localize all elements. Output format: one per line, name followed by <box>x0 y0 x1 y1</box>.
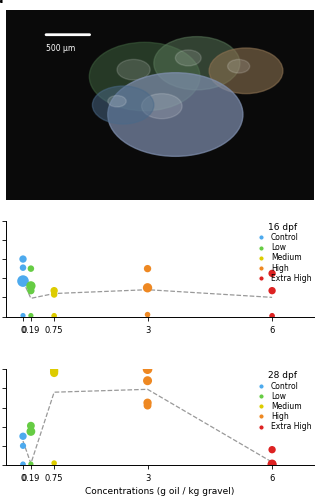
Point <box>52 367 57 375</box>
Point <box>28 460 34 468</box>
Point <box>269 312 275 320</box>
Point <box>20 432 26 440</box>
Circle shape <box>209 48 283 94</box>
Point <box>20 442 26 450</box>
Point <box>145 284 150 292</box>
Circle shape <box>154 36 240 90</box>
Point <box>145 402 150 409</box>
Point <box>52 312 57 320</box>
Point <box>28 286 34 294</box>
Point <box>145 398 150 406</box>
Point <box>52 364 57 372</box>
Point <box>20 460 26 468</box>
Point <box>145 376 150 384</box>
Point <box>52 286 57 294</box>
Point <box>52 459 57 467</box>
Point <box>52 369 57 377</box>
Text: a: a <box>0 0 3 6</box>
Circle shape <box>108 96 126 107</box>
Circle shape <box>108 72 243 156</box>
Point <box>20 277 26 285</box>
Point <box>269 446 275 454</box>
Point <box>28 282 34 290</box>
Point <box>269 460 275 468</box>
Legend: Control, Low, Medium, High, Extra High: Control, Low, Medium, High, Extra High <box>252 222 312 284</box>
Point <box>20 264 26 272</box>
Point <box>28 428 34 436</box>
Point <box>28 264 34 272</box>
Point <box>28 312 34 320</box>
Point <box>269 286 275 294</box>
Point <box>52 312 57 320</box>
Point <box>145 264 150 272</box>
Circle shape <box>92 86 154 124</box>
Circle shape <box>228 60 250 73</box>
Circle shape <box>175 50 201 66</box>
Point <box>269 312 275 320</box>
Point <box>269 460 275 468</box>
Point <box>20 460 26 468</box>
Text: 500 μm: 500 μm <box>46 44 76 53</box>
Circle shape <box>141 94 182 118</box>
Point <box>145 310 150 318</box>
Point <box>20 312 26 320</box>
X-axis label: Concentrations (g oil / kg gravel): Concentrations (g oil / kg gravel) <box>85 487 235 496</box>
Point <box>145 365 150 373</box>
Point <box>20 255 26 263</box>
Legend: Control, Low, Medium, High, Extra High: Control, Low, Medium, High, Extra High <box>252 370 312 432</box>
Point <box>28 422 34 430</box>
Circle shape <box>89 42 200 110</box>
Point <box>52 290 57 298</box>
Point <box>269 270 275 278</box>
Circle shape <box>117 60 150 80</box>
